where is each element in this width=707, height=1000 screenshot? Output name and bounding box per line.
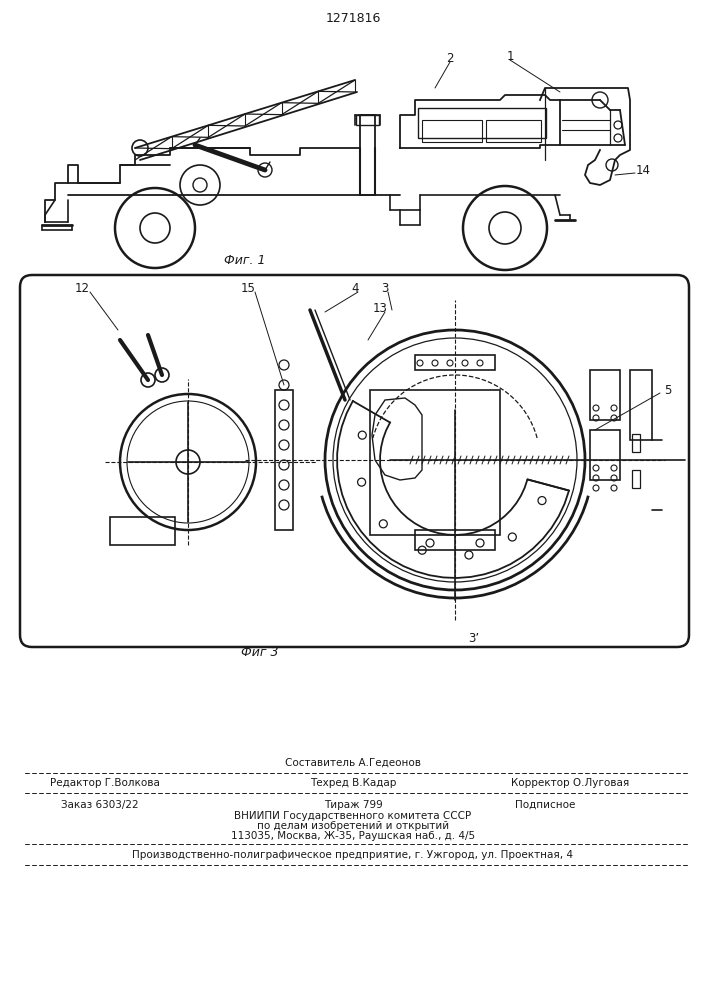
Text: Составитель А.Гедеонов: Составитель А.Гедеонов	[285, 758, 421, 768]
Bar	[590, 370, 620, 420]
Text: Корректор О.Луговая: Корректор О.Луговая	[511, 778, 629, 788]
Bar	[415, 355, 495, 370]
Text: Производственно-полиграфическое предприятие, г. Ужгород, ул. Проектная, 4: Производственно-полиграфическое предприя…	[132, 850, 573, 860]
Text: 12: 12	[74, 282, 90, 294]
Bar	[110, 517, 175, 545]
Text: 5: 5	[665, 383, 672, 396]
Text: 15: 15	[240, 282, 255, 294]
Bar	[415, 530, 495, 550]
Text: Фиг. 1: Фиг. 1	[224, 253, 266, 266]
Text: по делам изобретений и открытий: по делам изобретений и открытий	[257, 821, 449, 831]
Text: ВНИИПИ Государственного комитета СССР: ВНИИПИ Государственного комитета СССР	[235, 811, 472, 821]
Bar	[630, 370, 652, 440]
Bar	[590, 430, 620, 480]
Text: Редактор Г.Волкова: Редактор Г.Волкова	[50, 778, 160, 788]
Text: 1271816: 1271816	[325, 11, 380, 24]
Text: Подписное: Подписное	[515, 800, 575, 810]
Text: Фиг 3: Фиг 3	[241, 646, 279, 658]
Bar	[422, 120, 482, 142]
Text: Заказ 6303/22: Заказ 6303/22	[62, 800, 139, 810]
Text: 3’: 3’	[469, 632, 479, 645]
Bar	[275, 390, 293, 530]
Text: 1: 1	[506, 49, 514, 62]
Bar	[486, 120, 541, 142]
Text: 14: 14	[636, 163, 650, 176]
Bar	[356, 115, 379, 125]
Bar	[370, 390, 500, 535]
Bar	[632, 470, 640, 488]
Text: Тираж 799: Тираж 799	[324, 800, 382, 810]
Text: 3: 3	[381, 282, 389, 294]
Text: 113035, Москва, Ж-35, Раушская наб., д. 4/5: 113035, Москва, Ж-35, Раушская наб., д. …	[231, 831, 475, 841]
Bar	[418, 108, 546, 138]
Text: 2: 2	[446, 51, 454, 64]
Text: Техред В.Кадар: Техред В.Кадар	[310, 778, 396, 788]
Bar	[632, 434, 640, 452]
Text: 4: 4	[351, 282, 358, 294]
Text: 13: 13	[373, 302, 387, 314]
